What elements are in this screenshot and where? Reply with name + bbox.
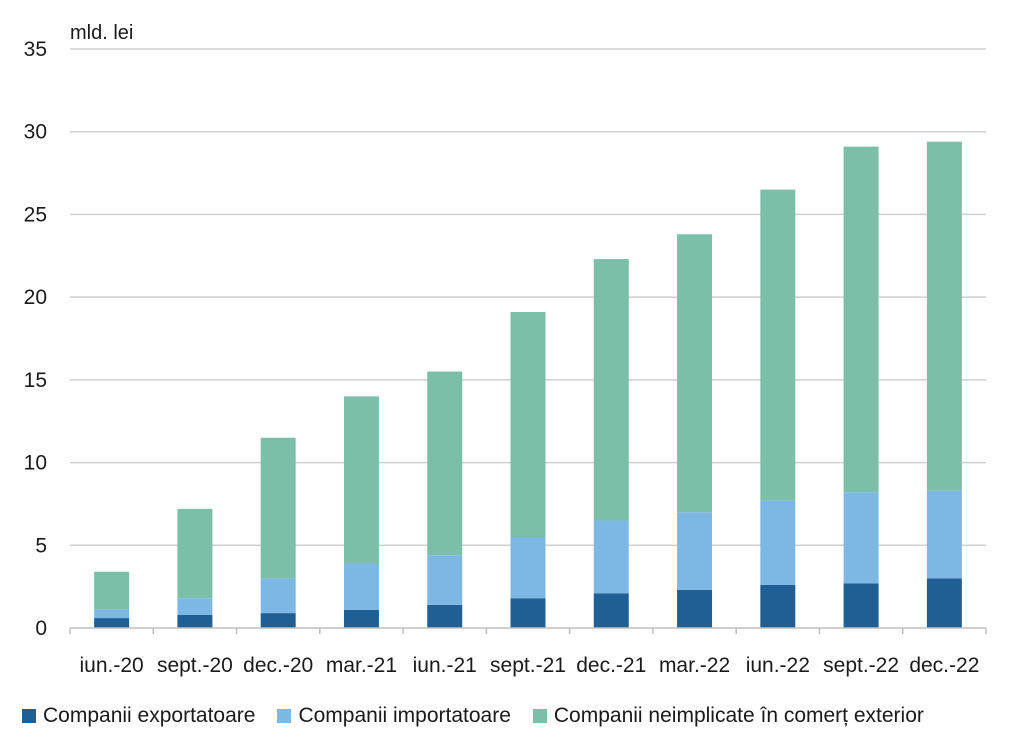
y-tick-label: 25	[24, 203, 47, 226]
y-unit-label: mld. lei	[70, 22, 133, 44]
bar-segment-s0-0	[94, 618, 130, 628]
bar-segment-s1-10	[926, 490, 962, 579]
y-tick-label: 5	[35, 534, 47, 557]
bar-segment-s2-10	[926, 141, 962, 491]
legend-label-importers: Companii importatoare	[298, 704, 511, 727]
bar-segment-s2-3	[343, 396, 379, 564]
legend: Companii exportatoare Companii importato…	[22, 704, 946, 728]
bar-segment-s1-8	[760, 500, 796, 585]
y-axis: 0 5 10 15 20 25 30 35	[24, 38, 47, 640]
x-tick-label: iun.-21	[413, 654, 477, 677]
bar-segment-s2-4	[427, 371, 463, 556]
x-tick-label: mar.-22	[659, 654, 730, 677]
bar-segment-s1-5	[510, 537, 546, 599]
bar-segment-s0-9	[843, 583, 879, 628]
bar-segment-s0-3	[343, 609, 379, 628]
legend-swatch-importers	[277, 709, 292, 723]
legend-item-domestic: Companii neimplicate în comerț exterior	[532, 704, 924, 728]
bar-segment-s1-9	[843, 492, 879, 584]
x-tick-label: iun.-20	[80, 654, 144, 677]
bar-segment-s1-0	[94, 609, 130, 619]
legend-item-exporters: Companii exportatoare	[22, 704, 255, 728]
bar-segment-s0-5	[510, 598, 546, 628]
bar-segment-s2-6	[593, 259, 629, 521]
x-tick-label: dec.-21	[576, 654, 646, 677]
x-tick-label: sept.-20	[157, 654, 233, 677]
bar-segment-s2-0	[94, 571, 130, 610]
bar-segment-s0-1	[177, 614, 213, 628]
legend-swatch-exporters	[22, 709, 36, 723]
bar-segment-s2-7	[677, 234, 713, 513]
y-tick-label: 35	[24, 38, 47, 61]
x-tick-label: dec.-20	[243, 654, 313, 677]
bar-segment-s2-1	[177, 508, 213, 599]
bar-segment-s1-4	[427, 555, 463, 605]
legend-label-domestic: Companii neimplicate în comerț exterior	[553, 704, 924, 727]
y-tick-label: 30	[24, 121, 47, 144]
bar-segment-s1-2	[260, 578, 296, 614]
chart: 0 5 10 15 20 25 30 35 mld. lei iun.-20 sept.-20 d…	[24, 22, 987, 677]
legend-label-exporters: Companii exportatoare	[43, 704, 256, 727]
y-tick-label: 20	[24, 286, 47, 309]
x-tick-label: sept.-21	[490, 654, 566, 677]
bars	[94, 141, 962, 628]
bar-segment-s2-5	[510, 312, 546, 538]
y-tick-label: 15	[24, 369, 47, 392]
bar-segment-s1-3	[343, 563, 379, 610]
bar-segment-s2-2	[260, 437, 296, 579]
bar-segment-s0-7	[677, 589, 713, 628]
y-tick-label: 0	[35, 617, 47, 640]
x-tick-label: sept.-22	[823, 654, 899, 677]
bar-segment-s0-10	[926, 578, 962, 628]
bar-segment-s1-7	[677, 512, 713, 590]
legend-item-importers: Companii importatoare	[277, 704, 511, 728]
bar-segment-s0-8	[760, 584, 796, 628]
x-tick-label: iun.-22	[746, 654, 810, 677]
bar-segment-s0-4	[427, 604, 463, 628]
bar-segment-s2-8	[760, 189, 796, 501]
legend-swatch-domestic	[532, 709, 547, 723]
bar-segment-s2-9	[843, 146, 879, 493]
bar-segment-s1-6	[593, 520, 629, 594]
y-tick-label: 10	[24, 452, 47, 475]
bar-segment-s0-2	[260, 613, 296, 628]
bar-segment-s1-1	[177, 598, 213, 615]
x-tick-label: dec.-22	[909, 654, 979, 677]
x-axis: iun.-20 sept.-20 dec.-20 mar.-21 iun.-21 sept…	[69, 627, 987, 677]
bar-segment-s0-6	[593, 593, 629, 628]
x-tick-label: mar.-21	[326, 654, 397, 677]
